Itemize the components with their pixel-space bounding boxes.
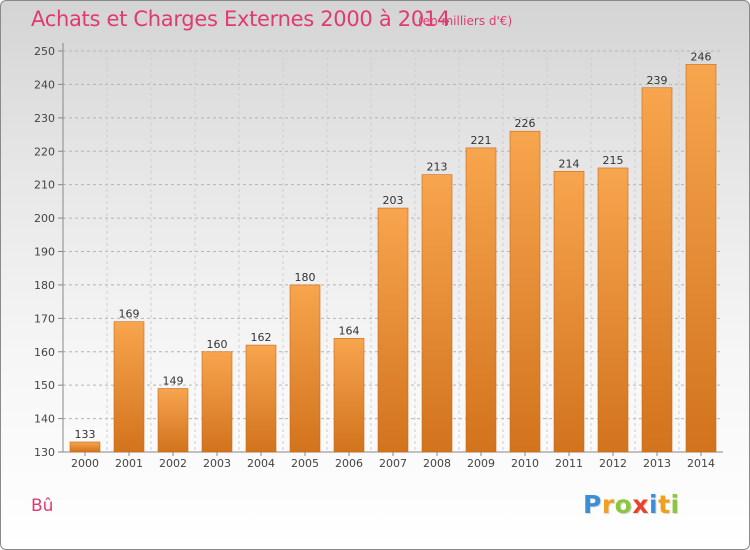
logo-letter: o <box>614 490 633 519</box>
y-tick-label: 140 <box>34 413 55 426</box>
y-tick-label: 160 <box>34 346 55 359</box>
x-tick-label: 2009 <box>467 457 495 470</box>
y-tick-label: 180 <box>34 279 55 292</box>
logo-letter: i <box>670 490 680 519</box>
bar <box>377 207 409 453</box>
bar <box>509 130 541 453</box>
bar <box>597 167 629 453</box>
bar <box>333 338 365 453</box>
bar <box>157 388 189 453</box>
chart-subtitle: (en milliers d'€) <box>418 14 513 28</box>
x-tick-label: 2006 <box>335 457 363 470</box>
bar <box>69 441 101 453</box>
bar-value-label: 215 <box>603 154 624 167</box>
bar-value-label: 169 <box>119 308 140 321</box>
y-tick-label: 150 <box>34 379 55 392</box>
bar <box>553 171 585 453</box>
x-tick-labels: 2000 2001 2002 2003 2004 2005 2006 2007 2008 2009… <box>71 457 715 470</box>
x-tick-label: 2004 <box>247 457 275 470</box>
bar-value-label: 180 <box>295 271 316 284</box>
y-tick-labels: 130 140 150 160 170 180 190 200 210 220 230 240 250 <box>34 45 55 459</box>
y-tick-label: 250 <box>34 45 55 58</box>
x-tick-label: 2007 <box>379 457 407 470</box>
bar <box>113 321 145 453</box>
bar <box>685 64 717 453</box>
value-labels: 133 169 149 160 162 180 164 203 213 221 226 214 215 2… <box>75 50 712 441</box>
y-tick-label: 240 <box>34 78 55 91</box>
bar-value-label: 160 <box>207 338 228 351</box>
x-tick-label: 2010 <box>511 457 539 470</box>
x-tick-label: 2002 <box>159 457 187 470</box>
bar <box>421 174 453 453</box>
chart-title: Achats et Charges Externes 2000 à 2014 <box>31 7 451 31</box>
bars <box>69 64 717 453</box>
logo-letter: r <box>601 490 615 519</box>
proxiti-logo: Proxiti <box>583 490 680 519</box>
bar-value-label: 213 <box>427 161 448 174</box>
bar <box>245 344 277 453</box>
bar <box>465 147 497 453</box>
bar-value-label: 214 <box>559 157 580 170</box>
bar-value-label: 149 <box>163 375 184 388</box>
y-tick-label: 210 <box>34 179 55 192</box>
bar <box>289 284 321 453</box>
x-tick-label: 2014 <box>687 457 715 470</box>
x-tick-label: 2003 <box>203 457 231 470</box>
y-tick-label: 170 <box>34 312 55 325</box>
bar-value-label: 221 <box>471 134 492 147</box>
bar-value-label: 226 <box>515 117 536 130</box>
bar-value-label: 246 <box>691 50 712 63</box>
x-tick-label: 2012 <box>599 457 627 470</box>
x-tick-label: 2001 <box>115 457 143 470</box>
y-tick-label: 130 <box>34 446 55 459</box>
bar-value-label: 239 <box>647 74 668 87</box>
bar <box>641 87 673 453</box>
y-tick-label: 200 <box>34 212 55 225</box>
logo-letter: i <box>649 490 659 519</box>
bar <box>201 351 233 453</box>
y-tick-label: 190 <box>34 246 55 259</box>
x-tick-label: 2011 <box>555 457 583 470</box>
commune-name: Bû <box>31 496 54 516</box>
bar-value-label: 203 <box>383 194 404 207</box>
logo-letter: P <box>583 490 602 519</box>
logo-letter: t <box>658 490 671 519</box>
bar-value-label: 164 <box>339 324 360 337</box>
y-tick-label: 230 <box>34 112 55 125</box>
x-tick-label: 2013 <box>643 457 671 470</box>
x-tick-label: 2008 <box>423 457 451 470</box>
logo-letter: x <box>632 490 649 519</box>
x-tick-label: 2005 <box>291 457 319 470</box>
y-tick-label: 220 <box>34 145 55 158</box>
bar-value-label: 133 <box>75 428 96 441</box>
bar-value-label: 162 <box>251 331 272 344</box>
x-tick-label: 2000 <box>71 457 99 470</box>
